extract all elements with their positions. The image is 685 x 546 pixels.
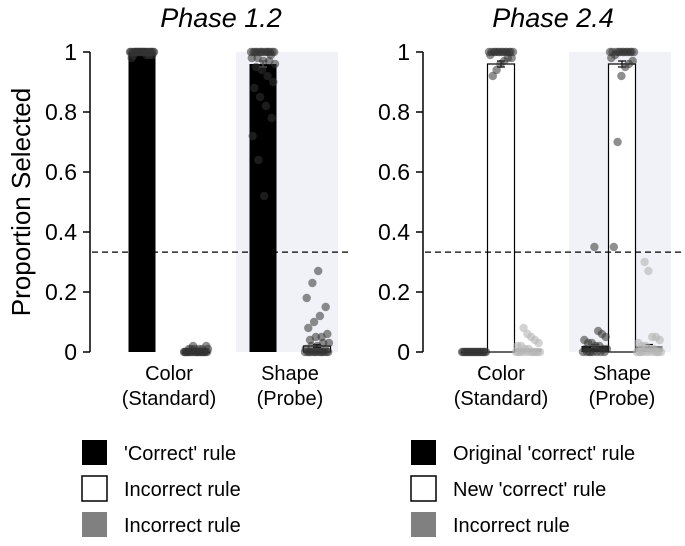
data-point	[127, 53, 136, 63]
data-point	[302, 293, 311, 303]
x-tick-label: (Standard)	[454, 388, 549, 410]
data-point	[319, 347, 329, 357]
y-tick-label: 0.2	[45, 279, 77, 305]
data-point	[324, 338, 334, 348]
data-point	[248, 131, 257, 141]
data-point	[267, 113, 276, 123]
data-point	[304, 323, 313, 333]
bar-correct-rule-1	[249, 64, 277, 352]
legend-label: Incorrect rule	[453, 515, 570, 537]
legend-label: 'Correct' rule	[124, 443, 236, 465]
data-point	[269, 77, 278, 87]
data-point	[582, 347, 591, 357]
legend-swatch	[411, 512, 436, 537]
data-point	[263, 71, 272, 81]
data-point	[648, 332, 657, 342]
data-point	[261, 101, 271, 111]
data-point	[250, 83, 259, 93]
data-point	[260, 191, 269, 201]
data-point	[492, 65, 501, 75]
data-point	[634, 338, 643, 348]
phase-1-2-panel: Phase 1.2 0 0.2 0.4 0.6 0.8 1 Proportion Select…	[6, 3, 352, 410]
data-point	[640, 257, 649, 267]
data-point	[323, 329, 332, 339]
data-point	[265, 47, 275, 57]
y-tick-label: 0.8	[378, 99, 410, 125]
data-point	[254, 155, 263, 165]
data-point	[609, 242, 618, 252]
bar-new-correct-rule-1	[607, 63, 637, 353]
data-point	[580, 335, 589, 345]
legend-label: New 'correct' rule	[453, 479, 606, 501]
data-point	[198, 347, 208, 357]
y-tick-label: 1	[64, 39, 77, 65]
legend-swatch	[410, 475, 437, 502]
legend-swatch	[411, 440, 436, 465]
x-tick-label: Shape	[261, 363, 319, 385]
x-tick-label: Shape	[593, 363, 651, 385]
legend-swatch	[82, 440, 107, 465]
y-tick-label: 0.8	[45, 99, 77, 125]
data-point	[259, 56, 268, 66]
legend-label: Original 'correct' rule	[453, 443, 635, 465]
y-tick-label: 0.6	[45, 159, 77, 185]
data-point	[607, 53, 616, 63]
data-point	[133, 47, 142, 57]
data-point	[613, 137, 622, 147]
x-tick-label: Color	[145, 363, 193, 385]
data-point	[523, 329, 532, 339]
data-point	[309, 317, 319, 327]
data-point	[144, 50, 154, 60]
y-tick-label: 0	[64, 339, 77, 365]
legend-label: Incorrect rule	[124, 515, 241, 537]
data-point	[255, 92, 265, 102]
data-point	[486, 50, 495, 60]
legend-label: Incorrect rule	[124, 479, 241, 501]
data-point	[496, 59, 505, 69]
data-point	[311, 332, 320, 342]
data-point	[590, 242, 599, 252]
y-tick-label: 0.6	[378, 159, 410, 185]
x-tick-label: (Probe)	[257, 388, 324, 410]
panel-title: Phase 1.2	[160, 3, 282, 33]
data-point	[315, 311, 325, 321]
y-tick-label: 0	[397, 339, 410, 365]
data-point	[461, 347, 470, 357]
y-tick-label: 0.4	[45, 219, 77, 245]
data-point	[636, 347, 645, 357]
data-point	[314, 266, 323, 276]
legend-swatch	[81, 475, 108, 502]
x-tick-label: (Probe)	[589, 388, 656, 410]
data-point	[308, 278, 317, 288]
legend-swatch	[82, 512, 107, 537]
y-axis-label: Proportion Selected	[6, 88, 36, 316]
bar-correct-rule-0	[128, 52, 156, 352]
data-point	[247, 53, 256, 63]
data-point	[270, 59, 280, 69]
phase-1-2-legend: 'Correct' rule Incorrect rule Incorrect ru…	[81, 440, 241, 537]
phase-2-4-panel: Phase 2.4 0 0.2 0.4 0.6 0.8 1 Color (Standard) Sh…	[378, 3, 682, 410]
data-point	[519, 323, 528, 333]
data-point	[515, 347, 524, 357]
x-tick-label: (Standard)	[122, 388, 217, 410]
bar-new-correct-rule-0	[486, 63, 516, 353]
y-tick-label: 0.4	[378, 219, 410, 245]
panel-title: Phase 2.4	[492, 3, 614, 33]
data-point	[257, 65, 266, 75]
data-point	[193, 347, 202, 357]
data-point	[488, 71, 497, 81]
data-point	[621, 62, 630, 72]
data-point	[644, 266, 653, 276]
y-tick-label: 1	[397, 39, 410, 65]
data-point	[617, 71, 626, 81]
data-point	[594, 326, 603, 336]
y-tick-label: 0.2	[378, 279, 410, 305]
data-point	[321, 302, 330, 312]
phase-2-4-legend: Original 'correct' rule New 'correct' rul…	[410, 440, 635, 537]
x-tick-label: Color	[477, 363, 525, 385]
